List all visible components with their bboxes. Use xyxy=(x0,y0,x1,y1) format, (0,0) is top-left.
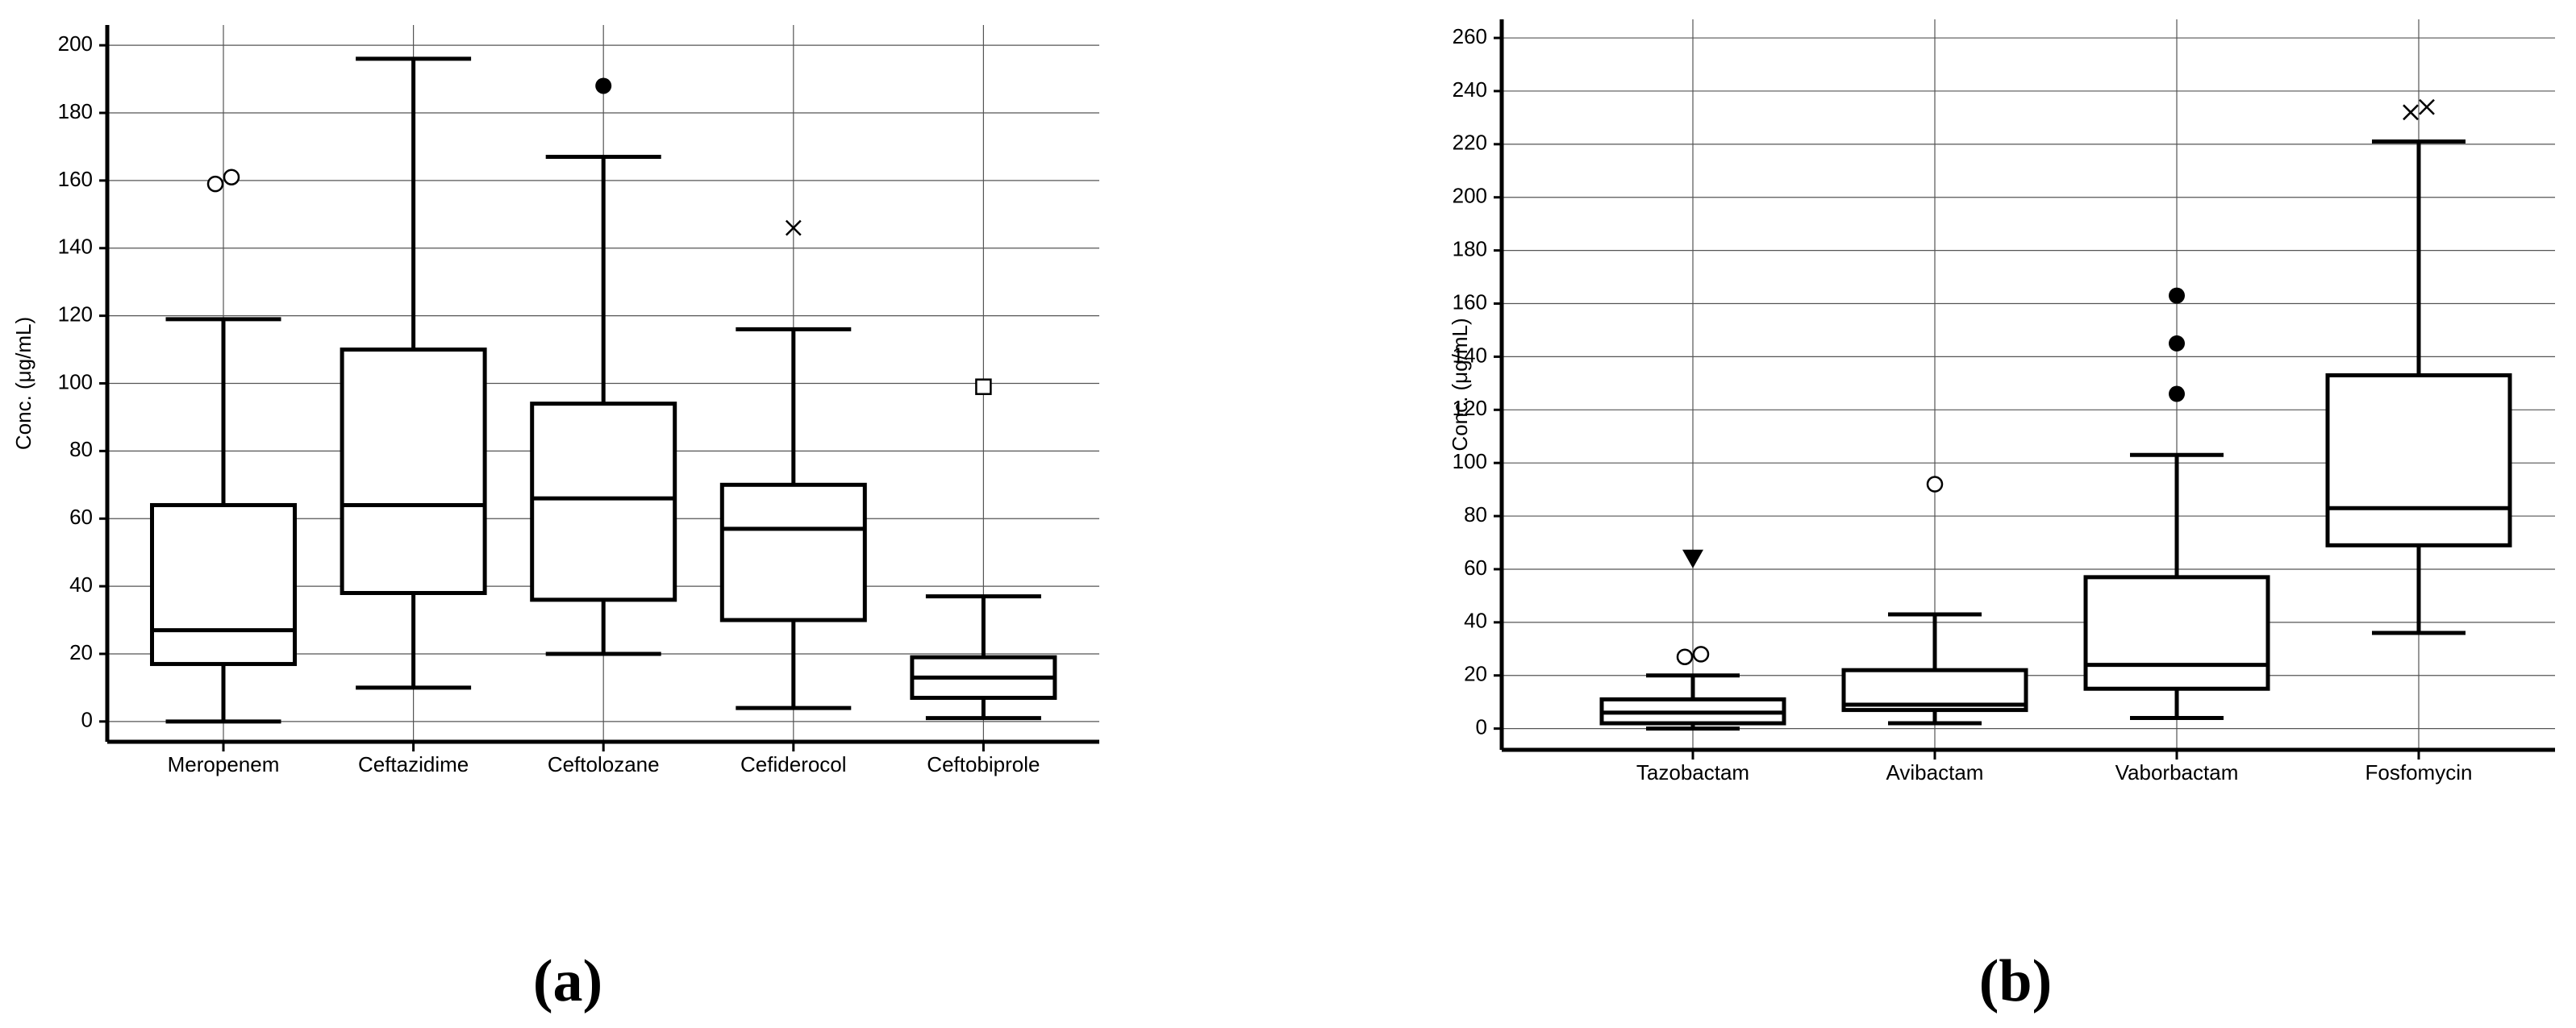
outlier xyxy=(1692,646,1710,663)
y-tick-label: 180 xyxy=(58,99,93,123)
y-tick-label: 140 xyxy=(1453,343,1487,367)
x-tick-label: Tazobactam xyxy=(1636,760,1749,785)
panel-label: (b) xyxy=(1979,948,2052,1014)
y-tick-label: 80 xyxy=(69,437,93,461)
y-tick-label: 260 xyxy=(1453,24,1487,48)
y-tick-label: 80 xyxy=(1464,502,1487,526)
outlier xyxy=(785,219,802,236)
y-tick-label: 40 xyxy=(1464,609,1487,633)
y-tick-label: 140 xyxy=(58,235,93,259)
box xyxy=(150,502,297,667)
y-axis-label: Conc. (μg/mL) xyxy=(11,317,35,450)
outlier xyxy=(2169,385,2185,402)
y-tick-label: 20 xyxy=(69,640,93,664)
x-tick-label: Fosfomycin xyxy=(2366,760,2473,785)
x-tick-label: Cefiderocol xyxy=(740,752,847,776)
y-tick-label: 160 xyxy=(58,167,93,191)
box xyxy=(719,482,867,622)
box xyxy=(530,402,677,602)
panel-label: (a) xyxy=(533,948,602,1014)
outlier xyxy=(2403,104,2419,121)
y-tick-label: 100 xyxy=(58,369,93,393)
outlier xyxy=(206,175,224,193)
x-tick-label: Ceftobiprole xyxy=(927,752,1040,776)
y-tick-label: 0 xyxy=(1476,715,1487,739)
outlier xyxy=(1926,476,1944,493)
outlier xyxy=(975,378,992,395)
y-tick-label: 60 xyxy=(1464,556,1487,580)
x-tick-label: Meropenem xyxy=(168,752,280,776)
y-tick-label: 200 xyxy=(1453,184,1487,208)
x-tick-label: Ceftazidime xyxy=(358,752,469,776)
y-tick-label: 200 xyxy=(58,31,93,56)
outlier xyxy=(2169,335,2185,352)
y-tick-label: 220 xyxy=(1453,131,1487,155)
y-tick-label: 40 xyxy=(69,572,93,597)
outlier xyxy=(1682,549,1703,568)
y-tick-label: 60 xyxy=(69,505,93,529)
box xyxy=(2083,575,2270,691)
y-tick-label: 0 xyxy=(81,708,93,732)
outlier xyxy=(595,77,612,94)
y-axis-label: Conc. (μg/mL) xyxy=(1448,318,1472,451)
x-tick-label: Vaborbactam xyxy=(2115,760,2239,785)
box xyxy=(2325,372,2512,547)
outlier xyxy=(223,169,240,185)
outlier xyxy=(2419,98,2435,115)
box xyxy=(340,348,487,595)
y-tick-label: 160 xyxy=(1453,289,1487,314)
y-tick-label: 20 xyxy=(1464,662,1487,686)
x-tick-label: Avibactam xyxy=(1886,760,1984,785)
y-tick-label: 180 xyxy=(1453,237,1487,261)
y-tick-label: 240 xyxy=(1453,77,1487,102)
outlier xyxy=(1676,648,1694,665)
y-tick-label: 120 xyxy=(58,302,93,327)
outlier xyxy=(2169,287,2185,304)
y-tick-label: 120 xyxy=(1453,396,1487,420)
y-tick-label: 100 xyxy=(1453,449,1487,473)
x-tick-label: Ceftolozane xyxy=(548,752,660,776)
